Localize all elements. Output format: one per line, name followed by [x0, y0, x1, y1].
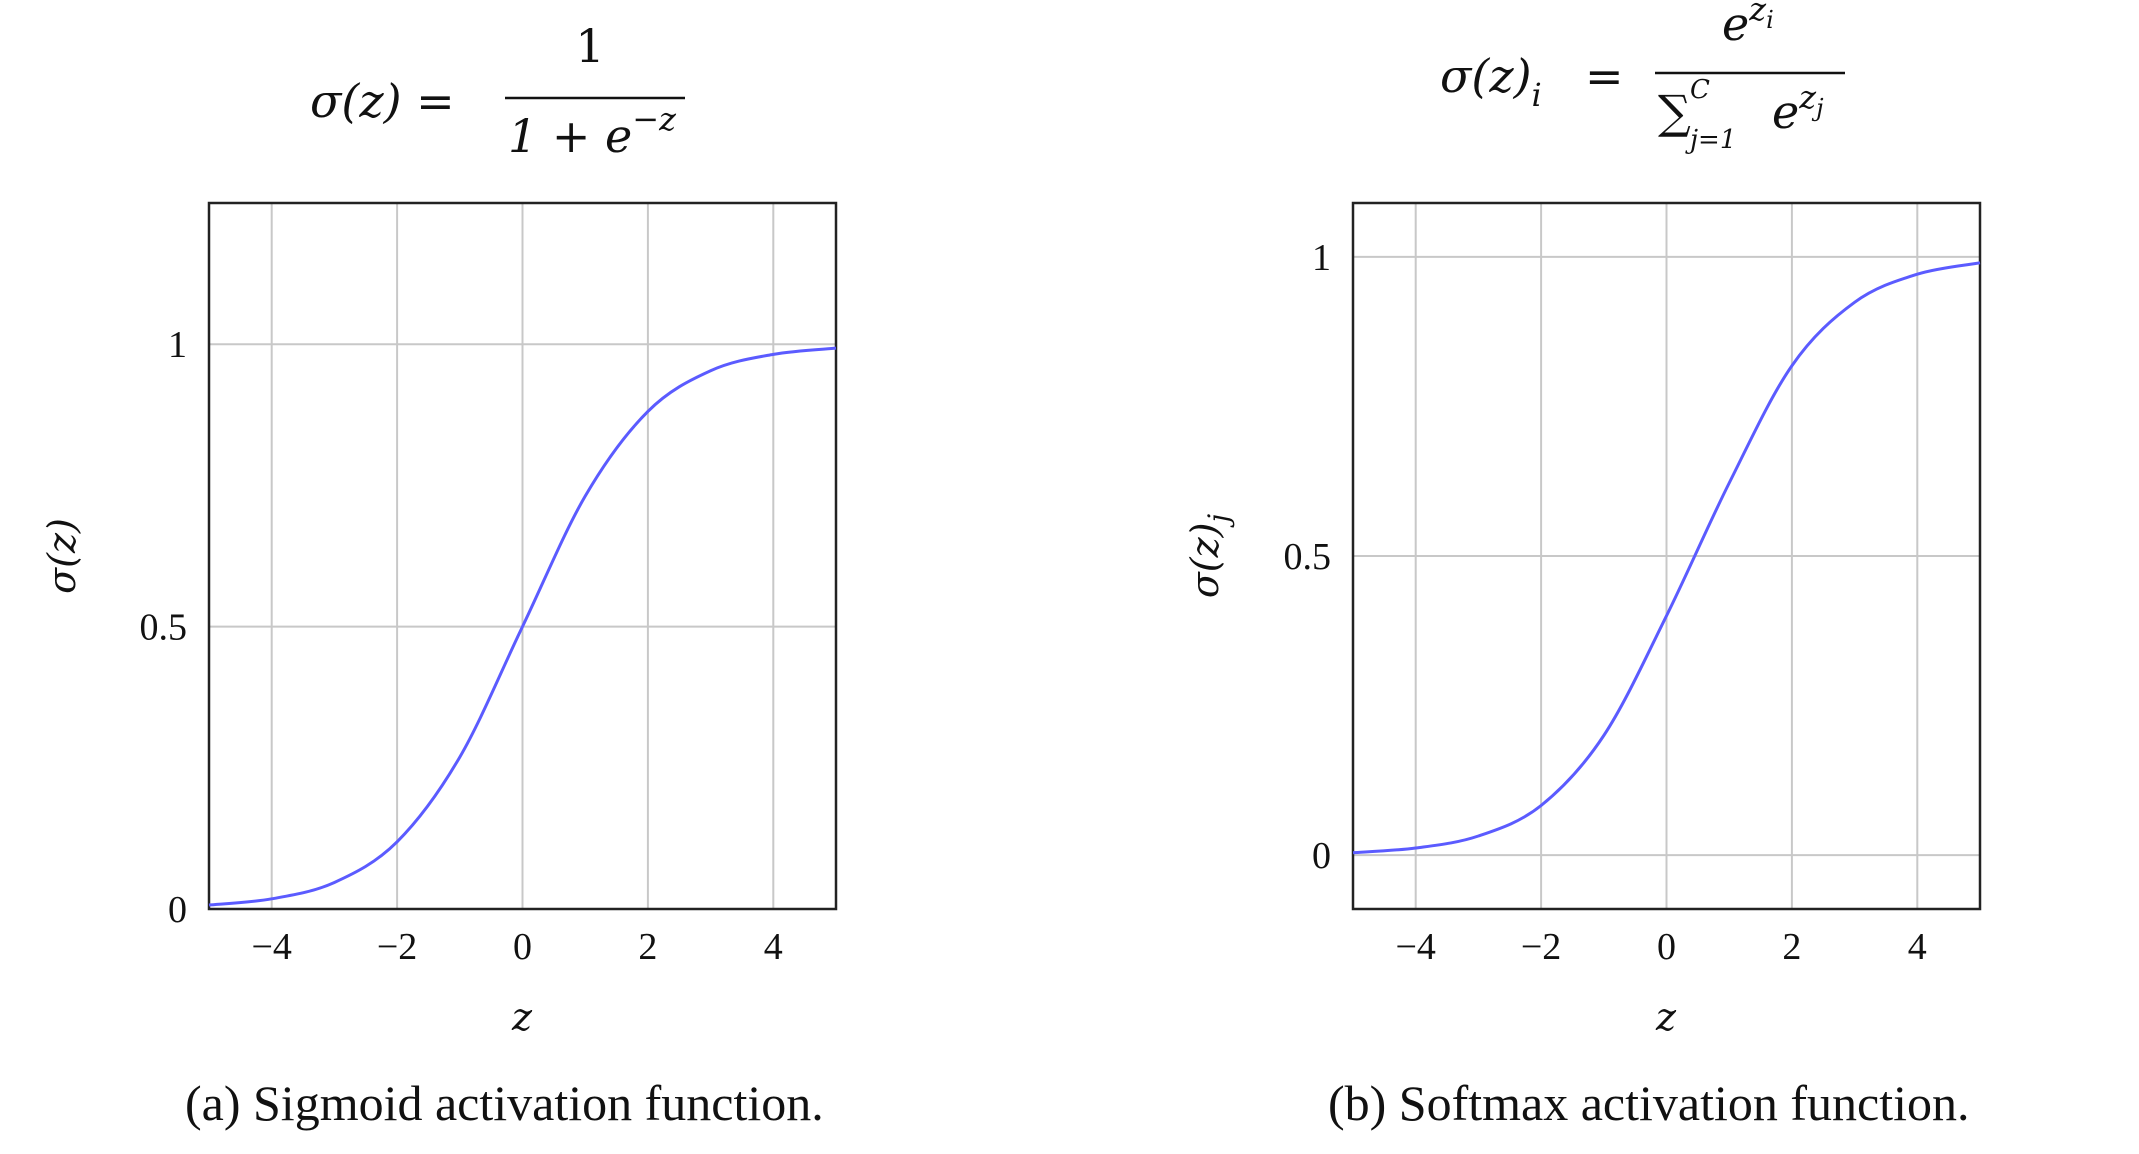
softmax-y-tick-label: 1 [1312, 237, 1331, 279]
softmax-formula-lhs: σ(z)i [1440, 49, 1542, 114]
softmax-x-tick-labels: −4 −2 0 2 4 [1395, 926, 1926, 968]
sigmoid-plot-frame [207, 201, 838, 911]
sigmoid-x-tick-label: 0 [513, 926, 532, 968]
softmax-caption: (b) Softmax activation function. [1328, 1075, 1970, 1131]
sigmoid-y-tick-label: 0.5 [140, 607, 188, 649]
sigmoid-x-tick-label: 4 [764, 926, 783, 968]
softmax-x-tick-label: 4 [1908, 926, 1927, 968]
sigmoid-x-tick-label: 2 [638, 926, 657, 968]
sigmoid-y-tick-labels: 00.51 [140, 324, 188, 931]
sigmoid-caption: (a) Sigmoid activation function. [185, 1075, 824, 1131]
sigmoid-formula-denominator: 1 + e−z [508, 100, 677, 163]
sigmoid-y-tick-label: 0 [168, 889, 187, 931]
softmax-gridlines [1353, 203, 1980, 909]
sigmoid-gridlines [209, 203, 836, 910]
softmax-x-axis-title: z [1655, 995, 1677, 1039]
softmax-formula-eq: = [1585, 49, 1624, 103]
sigmoid-formula-lhs: σ(z) = [310, 74, 455, 128]
sigmoid-curve [208, 346, 837, 907]
sum-upper-limit: C [1690, 75, 1710, 105]
sigmoid-x-axis-title: z [511, 995, 533, 1039]
softmax-formula-numerator: ezi [1722, 0, 1774, 51]
sigmoid-x-tick-label: −4 [251, 926, 291, 968]
sum-lower-limit: j=1 [1685, 125, 1736, 155]
softmax-y-tick-label: 0.5 [1284, 536, 1332, 578]
softmax-x-tick-label: −2 [1521, 926, 1561, 968]
softmax-y-tick-label: 0 [1312, 835, 1331, 877]
sigmoid-formula: σ(z) = 1 1 + e−z [310, 19, 685, 163]
softmax-y-tick-labels: 00.51 [1284, 237, 1332, 877]
softmax-plot-frame [1351, 201, 1982, 911]
softmax-formula: σ(z)i = ezi ∑ C j=1 ezj [1440, 0, 1845, 155]
softmax-x-tick-label: 2 [1782, 926, 1801, 968]
sum-symbol: ∑ [1658, 85, 1691, 139]
softmax-x-tick-label: −4 [1395, 926, 1435, 968]
softmax-formula-denominator: ∑ C j=1 ezj [1658, 75, 1824, 155]
sigmoid-x-tick-labels: −4 −2 0 2 4 [251, 926, 782, 968]
softmax-x-tick-label: 0 [1657, 926, 1676, 968]
softmax-chart: −4 −2 0 2 4 00.51 z σ(z)j (b) Softmax activa… [1183, 201, 1982, 1131]
sigmoid-chart: −4 −2 0 2 4 00.51 z σ(z) (a) Sigmoid activat… [40, 201, 838, 1131]
sigmoid-y-tick-label: 1 [168, 324, 187, 366]
softmax-y-axis-title: σ(z)j [1183, 514, 1235, 599]
sigmoid-x-tick-label: −2 [377, 926, 417, 968]
softmax-curve [1352, 261, 1981, 855]
sigmoid-formula-numerator: 1 [575, 19, 604, 73]
softmax-denominator-term: ezj [1772, 78, 1824, 139]
sigmoid-y-axis-title: σ(z) [40, 518, 84, 594]
